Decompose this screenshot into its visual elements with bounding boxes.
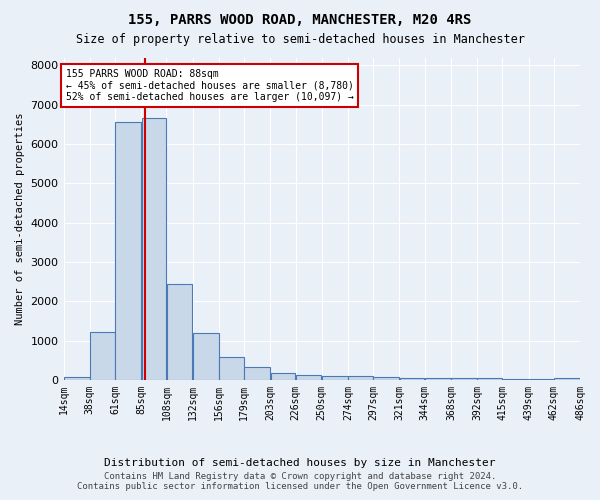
Bar — [142, 118, 166, 380]
Y-axis label: Number of semi-detached properties: Number of semi-detached properties — [15, 112, 25, 325]
Bar — [322, 376, 348, 380]
Bar — [503, 378, 528, 380]
Bar — [400, 378, 424, 380]
Bar — [373, 376, 399, 380]
Text: Contains HM Land Registry data © Crown copyright and database right 2024.
Contai: Contains HM Land Registry data © Crown c… — [77, 472, 523, 491]
Bar — [167, 284, 193, 380]
Bar — [451, 378, 477, 380]
Text: Distribution of semi-detached houses by size in Manchester: Distribution of semi-detached houses by … — [104, 458, 496, 468]
Bar — [219, 357, 244, 380]
Bar — [115, 122, 141, 380]
Bar — [554, 378, 580, 380]
Text: 155 PARRS WOOD ROAD: 88sqm
← 45% of semi-detached houses are smaller (8,780)
52%: 155 PARRS WOOD ROAD: 88sqm ← 45% of semi… — [66, 69, 353, 102]
Bar — [244, 366, 270, 380]
Bar — [425, 378, 451, 380]
Text: 155, PARRS WOOD ROAD, MANCHESTER, M20 4RS: 155, PARRS WOOD ROAD, MANCHESTER, M20 4R… — [128, 12, 472, 26]
Bar — [529, 378, 553, 380]
Bar — [478, 378, 502, 380]
Text: Size of property relative to semi-detached houses in Manchester: Size of property relative to semi-detach… — [76, 32, 524, 46]
Bar — [64, 376, 89, 380]
Bar — [193, 334, 218, 380]
Bar — [349, 376, 373, 380]
Bar — [271, 372, 295, 380]
Bar — [90, 332, 115, 380]
Bar — [296, 374, 322, 380]
